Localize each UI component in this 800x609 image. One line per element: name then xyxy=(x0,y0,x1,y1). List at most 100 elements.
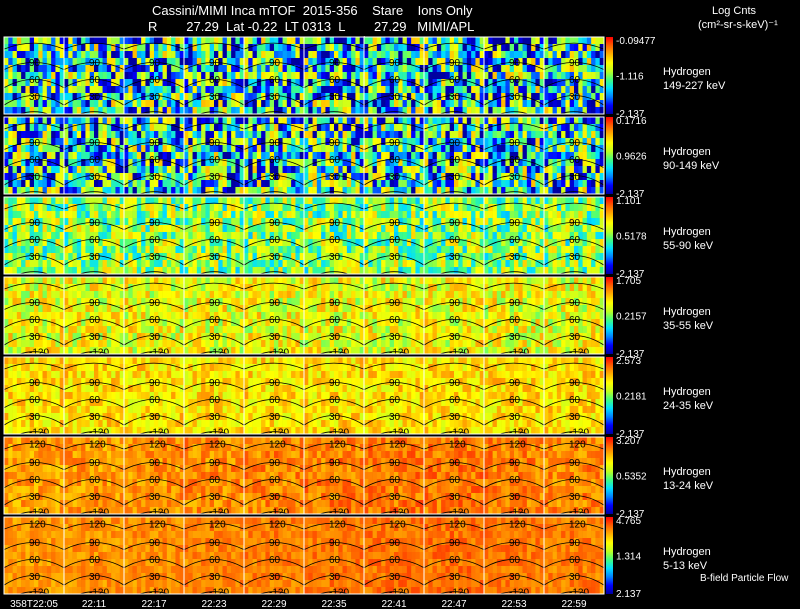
pixel-cell xyxy=(514,218,519,226)
pixel-cell xyxy=(29,298,35,306)
pixel-cell xyxy=(16,180,22,188)
pixel-cell xyxy=(346,211,352,219)
pixel-cell xyxy=(34,79,39,87)
pixel-cell xyxy=(535,44,541,52)
pixel-cell xyxy=(55,180,61,188)
pixel-cell xyxy=(411,138,416,146)
pixel-cell xyxy=(445,267,451,275)
pixel-cell xyxy=(231,253,236,261)
pixel-cell xyxy=(286,79,292,87)
pixel-cell xyxy=(201,204,206,212)
pixel-cell xyxy=(398,267,403,275)
pixel-cell xyxy=(556,131,562,139)
pixel-cell xyxy=(205,197,211,205)
pixel-cell xyxy=(89,204,95,212)
pixel-cell xyxy=(244,93,249,101)
pixel-cell xyxy=(346,166,352,174)
pixel-cell xyxy=(316,79,322,87)
pixel-cell xyxy=(582,225,588,233)
pixel-cell xyxy=(582,138,588,146)
pixel-cell xyxy=(514,260,519,268)
pixel-cell xyxy=(351,58,356,66)
pixel-cell xyxy=(29,180,35,188)
pixel-cell xyxy=(432,86,438,94)
pixel-cell xyxy=(111,72,116,80)
pixel-cell xyxy=(454,218,459,226)
pixel-cell xyxy=(548,173,553,181)
pixel-cell xyxy=(531,152,536,160)
pixel-cell xyxy=(548,180,553,188)
pixel-cell xyxy=(106,253,112,261)
pixel-cell xyxy=(256,131,262,139)
pixel-cell xyxy=(548,44,553,52)
pixel-cell xyxy=(501,218,506,226)
pixel-cell xyxy=(445,180,451,188)
pixel-cell xyxy=(436,65,442,73)
pixel-cell xyxy=(25,131,31,139)
pixel-cell xyxy=(445,159,451,167)
pixel-cell xyxy=(16,107,22,115)
pixel-cell xyxy=(355,173,361,181)
pixel-cell xyxy=(59,138,65,146)
pixel-cell xyxy=(565,180,571,188)
pixel-cell xyxy=(518,225,523,233)
pixel-cell xyxy=(304,159,309,167)
pixel-cell xyxy=(16,93,22,101)
pixel-cell xyxy=(454,239,459,247)
pixel-cell xyxy=(295,246,301,254)
pixel-cell xyxy=(565,37,571,45)
pixel-cell xyxy=(85,246,91,254)
pixel-cell xyxy=(428,253,433,261)
pixel-cell xyxy=(115,197,121,205)
pixel-cell xyxy=(226,93,232,101)
pixel-cell xyxy=(492,232,498,240)
pixel-cell xyxy=(188,239,193,247)
pixel-cell xyxy=(81,239,86,247)
pixel-cell xyxy=(578,267,583,275)
pixel-cell xyxy=(389,44,395,52)
pixel-cell xyxy=(565,211,571,219)
pixel-cell xyxy=(509,225,515,233)
pixel-cell xyxy=(4,37,9,45)
pixel-cell xyxy=(256,225,262,233)
pixel-cell xyxy=(278,197,283,205)
pixel-cell xyxy=(514,166,519,174)
pixel-cell xyxy=(42,138,48,146)
pixel-cell xyxy=(595,86,601,94)
pixel-cell xyxy=(51,131,56,139)
pixel-cell xyxy=(162,225,168,233)
pixel-cell xyxy=(145,79,151,87)
pixel-cell xyxy=(385,138,391,146)
pixel-cell xyxy=(42,239,48,247)
pixel-cell xyxy=(184,173,189,181)
pixel-cell xyxy=(586,253,592,261)
pixel-cell xyxy=(561,246,566,254)
pixel-cell xyxy=(565,253,571,261)
pixel-cell xyxy=(124,138,129,146)
pixel-cell xyxy=(441,107,446,115)
pixel-cell xyxy=(81,159,86,167)
pixel-cell xyxy=(171,225,176,233)
pixel-cell xyxy=(505,246,511,254)
pixel-cell xyxy=(544,239,549,247)
pixel-cell xyxy=(149,239,155,247)
contour-line xyxy=(243,122,305,130)
pixel-cell xyxy=(582,267,588,275)
pixel-cell xyxy=(599,204,605,212)
pixel-cell xyxy=(209,117,215,125)
pixel-cell xyxy=(244,72,249,80)
pixel-cell xyxy=(526,79,532,87)
pixel-cell xyxy=(256,197,262,205)
pixel-cell xyxy=(441,225,446,233)
pixel-cell xyxy=(586,86,592,94)
pixel-cell xyxy=(34,180,39,188)
pixel-cell xyxy=(505,72,511,80)
contour-label: 90 xyxy=(209,58,221,69)
pixel-cell xyxy=(484,218,489,226)
pixel-cell xyxy=(586,267,592,275)
pixel-cell xyxy=(565,159,571,167)
pixel-cell xyxy=(304,246,309,254)
pixel-cell xyxy=(188,51,193,59)
pixel-cell xyxy=(368,159,373,167)
pixel-cell xyxy=(218,51,223,59)
